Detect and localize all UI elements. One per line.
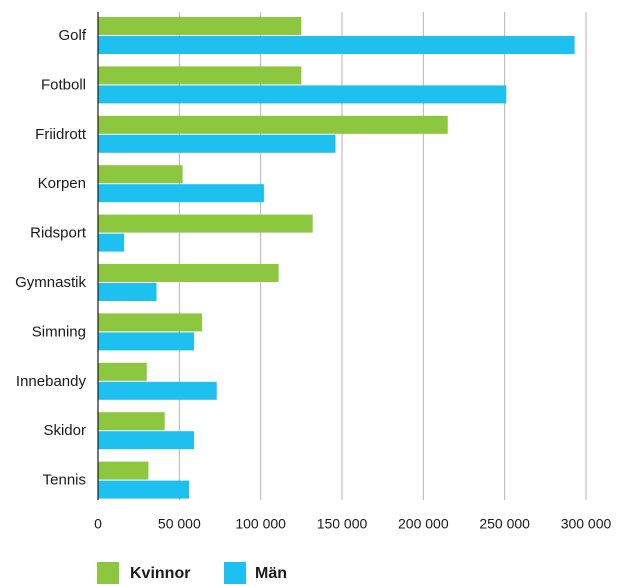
category-label: Tennis xyxy=(43,472,86,489)
bar-man-friidrott xyxy=(98,134,336,153)
bars xyxy=(98,17,575,499)
bar-kvinnor-innebandy xyxy=(98,362,147,381)
bar-kvinnor-golf xyxy=(98,17,302,35)
x-tick-label: 0 xyxy=(94,516,102,532)
bar-man-golf xyxy=(98,36,575,54)
category-label: Fotboll xyxy=(41,76,86,93)
bar-man-fotboll xyxy=(98,85,507,104)
category-label: Gymnastik xyxy=(15,274,86,291)
x-tick-label: 250 000 xyxy=(479,516,530,532)
category-label: Korpen xyxy=(38,175,86,192)
x-tick-label: 100 000 xyxy=(235,516,286,532)
category-label: Innebandy xyxy=(16,373,87,390)
bar-kvinnor-korpen xyxy=(98,165,183,184)
bar-kvinnor-simning xyxy=(98,313,203,332)
grid-lines xyxy=(178,12,587,500)
bar-man-skidor xyxy=(98,431,194,450)
category-label: Golf xyxy=(58,27,86,44)
x-tick-label: 300 000 xyxy=(561,516,612,532)
category-labels: Golf Fotboll Friidrott Korpen Ridsport Gymnas… xyxy=(15,27,87,489)
bar-man-simning xyxy=(98,332,194,351)
legend-label: Kvinnor xyxy=(130,565,190,582)
bar-man-innebandy xyxy=(98,381,217,400)
bar-kvinnor-tennis xyxy=(98,461,149,480)
x-tick-label: 150 000 xyxy=(317,516,368,532)
x-tick-label: 50 000 xyxy=(158,516,201,532)
bar-man-korpen xyxy=(98,184,264,203)
bar-kvinnor-ridsport xyxy=(98,214,313,233)
category-label: Friidrott xyxy=(35,126,87,143)
bar-man-gymnastik xyxy=(98,283,157,301)
legend-label: Män xyxy=(255,565,287,582)
bar-kvinnor-skidor xyxy=(98,412,165,431)
category-label: Simning xyxy=(32,323,86,340)
bar-man-tennis xyxy=(98,480,190,499)
x-tick-label: 200 000 xyxy=(398,516,449,532)
bar-kvinnor-friidrott xyxy=(98,115,448,134)
bar-kvinnor-gymnastik xyxy=(98,264,279,282)
legend: Kvinnor Män xyxy=(97,562,287,584)
legend-swatch xyxy=(97,562,119,584)
category-label: Ridsport xyxy=(30,225,87,242)
x-tick-labels: 0 50 000 100 000 150 000 200 000 250 000 300 0… xyxy=(94,516,611,532)
legend-swatch xyxy=(224,562,246,584)
bar-kvinnor-fotboll xyxy=(98,66,302,85)
category-label: Skidor xyxy=(43,422,86,439)
bar-man-ridsport xyxy=(98,233,125,252)
